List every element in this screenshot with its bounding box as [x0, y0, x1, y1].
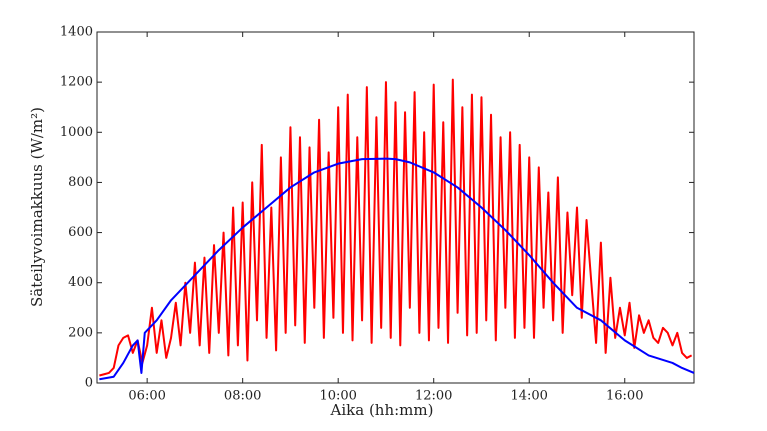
y-tick-label: 800 [68, 175, 93, 190]
x-tick-label: 16:00 [606, 389, 643, 404]
y-tick-label: 0 [85, 376, 93, 391]
y-axis-label: Säteilyvoimakkuus (W/m²) [28, 107, 46, 307]
y-tick-label: 600 [68, 225, 93, 240]
y-tick-label: 200 [68, 325, 93, 340]
y-tick-label: 1400 [60, 25, 93, 40]
x-tick-label: 14:00 [510, 389, 547, 404]
series-line [99, 78, 693, 377]
y-tick-label: 1200 [60, 75, 93, 90]
x-axis-label: Aika (hh:mm) [330, 401, 434, 419]
plot-frame [96, 31, 695, 384]
x-tick-label: 08:00 [224, 389, 261, 404]
y-tick-label: 1000 [60, 125, 93, 140]
x-tick-label: 10:00 [319, 389, 356, 404]
y-tick-label: 400 [68, 275, 93, 290]
x-tick-label: 12:00 [415, 389, 452, 404]
x-tick-label: 06:00 [128, 389, 165, 404]
series-line [99, 157, 695, 381]
